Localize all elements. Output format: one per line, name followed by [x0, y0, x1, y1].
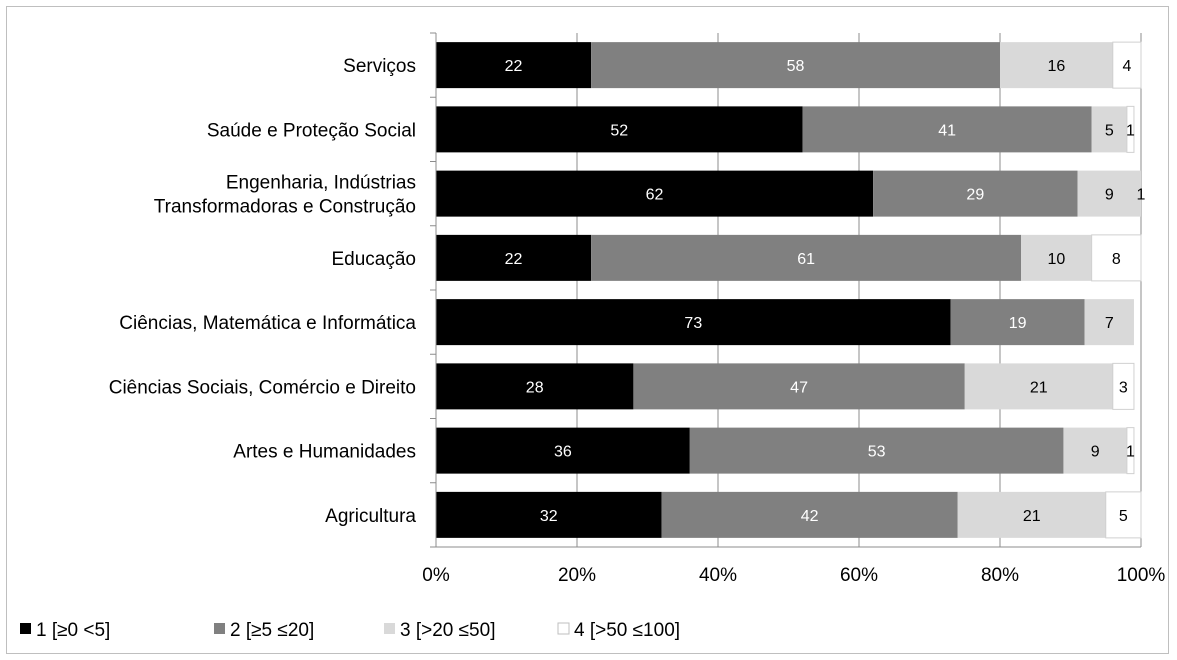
bar-segment	[689, 427, 1064, 474]
data-label: 1	[1137, 187, 1146, 204]
bar-segment	[1112, 41, 1142, 89]
data-label: 28	[526, 379, 544, 396]
legend-label: 3 [>20 ≤50]	[400, 620, 495, 641]
data-label: 16	[1048, 58, 1066, 75]
bar-segment	[1077, 170, 1141, 217]
data-label: 19	[1009, 315, 1027, 332]
data-label: 58	[787, 58, 805, 75]
bar-segment	[964, 363, 1113, 410]
data-label: 8	[1112, 251, 1121, 268]
bar-segment	[1091, 106, 1127, 153]
category-label: Artes e Humanidades	[233, 442, 416, 463]
tick-labels: 0% 20% 40% 60% 80% 100%	[422, 565, 1165, 586]
data-label: 36	[554, 444, 572, 461]
x-tick-label: 0%	[422, 565, 450, 586]
data-label: 5	[1105, 122, 1114, 139]
legend-swatch	[20, 623, 31, 634]
data-label: 22	[505, 251, 523, 268]
bar-segment	[436, 363, 634, 410]
data-label: 9	[1091, 444, 1100, 461]
bar-segment	[1000, 42, 1113, 89]
bar-segment	[591, 234, 1022, 281]
bar-segment	[1021, 234, 1092, 281]
bars	[436, 41, 1142, 539]
data-label: 32	[540, 508, 558, 525]
x-tick-label: 80%	[981, 565, 1019, 586]
data-label: 42	[801, 508, 819, 525]
x-tick-label: 20%	[558, 565, 596, 586]
data-label: 41	[938, 122, 956, 139]
category-label: Ciências Sociais, Comércio e Direito	[109, 377, 416, 398]
bar-segment	[436, 42, 592, 89]
legend-label: 1 [≥0 <5]	[36, 620, 110, 641]
bar-segment	[1091, 234, 1142, 282]
data-label: 1	[1126, 444, 1135, 461]
legend-label: 2 [≥5 ≤20]	[230, 620, 314, 641]
bar-segment	[436, 299, 951, 346]
data-label: 22	[505, 58, 523, 75]
bar-segment	[436, 106, 803, 153]
category-labels: Serviços Saúde e Proteção Social Engenhari…	[109, 56, 417, 527]
data-label: 5	[1119, 508, 1128, 525]
legend-swatch	[384, 623, 395, 634]
bar-segment	[436, 427, 690, 474]
data-label: 4	[1122, 58, 1131, 75]
bar-segment	[436, 234, 592, 281]
bar-segment	[436, 170, 874, 217]
category-label: Saúde e Proteção Social	[207, 120, 416, 141]
data-label: 21	[1030, 379, 1048, 396]
data-label: 9	[1105, 187, 1114, 204]
bar-segment	[1126, 427, 1135, 475]
data-label: 47	[790, 379, 808, 396]
bar-segment	[633, 363, 965, 410]
bar-segment	[1112, 362, 1135, 410]
bar-segment	[1105, 491, 1142, 539]
bar-segment	[1063, 427, 1127, 474]
category-label: Ciências, Matemática e Informática	[119, 313, 416, 334]
bar-segment	[1126, 105, 1135, 153]
bar-segment	[436, 491, 662, 538]
x-tick-label: 60%	[840, 565, 878, 586]
data-label: 52	[610, 122, 628, 139]
category-label: Agricultura	[325, 506, 416, 527]
bar-segment	[802, 106, 1092, 153]
data-label: 73	[684, 315, 702, 332]
category-label: Engenharia, Indústrias Transformadoras e …	[154, 173, 416, 218]
bar-segment	[661, 491, 958, 538]
data-labels: 22 58 16 452 41 5 162 29 9 122 61 10 873 19 728 47 21 336…	[505, 58, 1146, 525]
axes	[430, 32, 1141, 548]
legend-swatch	[214, 623, 225, 634]
bar-segment	[1084, 299, 1134, 346]
bar-segment	[957, 491, 1106, 538]
bar-segment	[591, 42, 1000, 89]
legend: 1 [≥0 <5] 2 [≥5 ≤20] 3 [>20 ≤50] 4 [>50 ≤10…	[20, 620, 680, 641]
bar-segment	[950, 299, 1085, 346]
bar-segment	[873, 170, 1078, 217]
data-label: 1	[1126, 122, 1135, 139]
data-label: 10	[1048, 251, 1066, 268]
legend-label: 4 [>50 ≤100]	[574, 620, 680, 641]
category-label: Educação	[331, 249, 416, 270]
data-label: 21	[1023, 508, 1041, 525]
data-label: 61	[797, 251, 815, 268]
data-label: 7	[1105, 315, 1114, 332]
x-tick-label: 100%	[1117, 565, 1166, 586]
data-label: 29	[966, 187, 984, 204]
data-label: 53	[868, 444, 886, 461]
legend-swatch	[557, 622, 570, 635]
x-tick-label: 40%	[699, 565, 737, 586]
category-label: Serviços	[343, 56, 416, 77]
data-label: 62	[646, 187, 664, 204]
data-label: 3	[1119, 379, 1128, 396]
